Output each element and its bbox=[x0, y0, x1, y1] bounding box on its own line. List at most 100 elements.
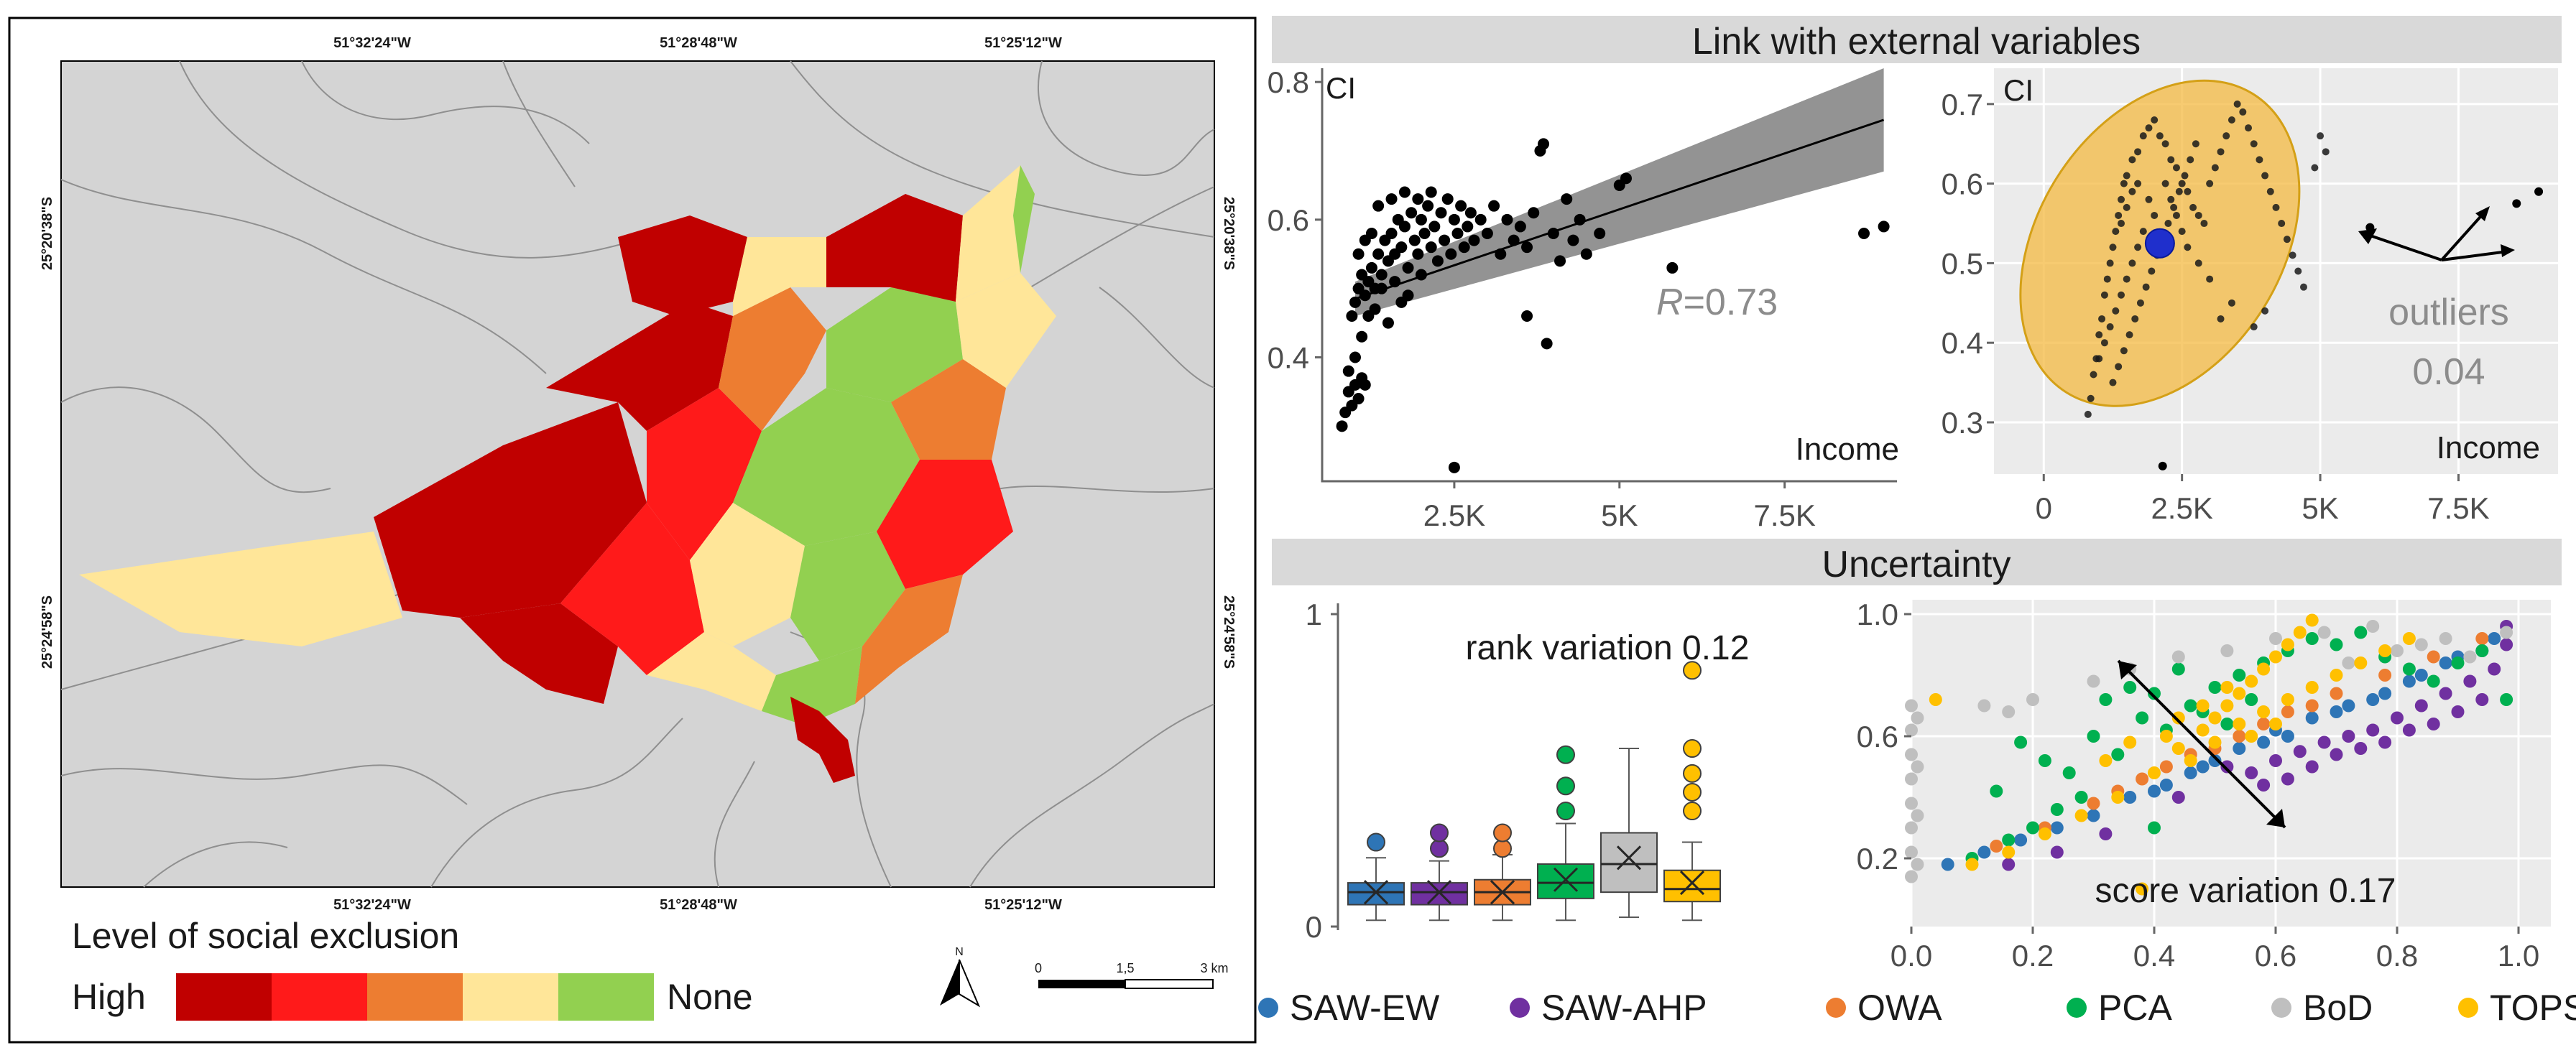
chart2-point bbox=[2145, 195, 2153, 203]
chart4-point-bod bbox=[1911, 858, 1924, 871]
zone-low-southcenter bbox=[690, 503, 805, 646]
chart2-point bbox=[2170, 203, 2178, 211]
chart1-point bbox=[1455, 200, 1467, 212]
chart4-point-bod bbox=[2342, 656, 2355, 669]
chart2-point bbox=[2256, 156, 2263, 164]
chart4-point-owa bbox=[2257, 718, 2271, 730]
chart2-point bbox=[2139, 132, 2147, 140]
chart4-point-topsis bbox=[2402, 632, 2416, 645]
chart4-point-pca bbox=[2038, 754, 2051, 767]
chart2-point bbox=[2294, 267, 2302, 275]
chart2-point bbox=[2090, 371, 2097, 379]
chart4-point-topsis bbox=[2220, 681, 2234, 694]
chart2-point bbox=[2136, 299, 2144, 307]
chart3-outlier bbox=[1493, 839, 1512, 858]
chart4-point-saw-ahp bbox=[2378, 736, 2392, 749]
chart4-point-saw-ahp bbox=[2293, 745, 2307, 758]
chart2-outlier-arrows bbox=[2358, 206, 2515, 261]
chart4-point-pca bbox=[2087, 730, 2100, 743]
chart4-spread-arrow-end-icon bbox=[2266, 809, 2285, 827]
chart2-point bbox=[2120, 180, 2128, 187]
chart1-point bbox=[1352, 393, 1365, 404]
chart4-point-saw-ew bbox=[2257, 736, 2271, 749]
chart2-xtick-label: 0 bbox=[2036, 491, 2052, 525]
chart1-point bbox=[1408, 234, 1421, 246]
north-arrow-right-icon bbox=[959, 959, 981, 1008]
scale-label-1: 1,5 bbox=[1116, 961, 1134, 975]
chart1-ytick-label: 0.4 bbox=[1268, 341, 1309, 375]
chart2-ytick-label: 0.5 bbox=[1942, 246, 1983, 280]
chart4-point-saw-ahp bbox=[2330, 748, 2343, 761]
scale-bar-light bbox=[1125, 979, 1214, 989]
chart2-point bbox=[2206, 275, 2214, 283]
chart4-point-saw-ahp bbox=[2317, 736, 2331, 749]
chart4-point-topsis bbox=[2208, 736, 2222, 749]
chart1-point bbox=[1398, 221, 1411, 233]
chart1-point bbox=[1398, 186, 1411, 198]
chart4-point-saw-ew bbox=[2123, 791, 2137, 804]
scale-label-0: 0 bbox=[1035, 961, 1042, 975]
chart1-point bbox=[1425, 241, 1437, 254]
chart4-point-saw-ew bbox=[2281, 730, 2294, 743]
chart2-point bbox=[2299, 283, 2307, 291]
chart2-point bbox=[2172, 211, 2180, 219]
chart2-point bbox=[2217, 315, 2225, 322]
chart4-point-saw-ew bbox=[2378, 687, 2392, 700]
chart2-point bbox=[2206, 180, 2214, 187]
header-uncertainty-bar bbox=[1272, 539, 2562, 585]
chart4-point-saw-ahp bbox=[2451, 705, 2465, 718]
zone-low-south bbox=[647, 632, 776, 711]
chart1-xtick-label: 2.5K bbox=[1423, 498, 1485, 532]
chart2-point bbox=[2322, 148, 2330, 156]
chart2-point bbox=[2178, 228, 2186, 236]
chart4-point-owa bbox=[2087, 797, 2100, 810]
chart4-point-owa bbox=[2233, 730, 2246, 743]
zone-none-northcenter bbox=[826, 287, 963, 402]
chart2-outlier-point bbox=[2534, 187, 2544, 196]
chart2-point bbox=[2123, 275, 2130, 283]
chart2-point bbox=[2266, 187, 2274, 195]
chart4-point-topsis bbox=[2136, 882, 2149, 896]
chart4-point-topsis bbox=[2099, 754, 2113, 767]
chart4-point-pca bbox=[2050, 803, 2064, 816]
chart4-point-saw-ahp bbox=[2414, 699, 2428, 713]
chart4-xtick-label: 0.0 bbox=[1891, 939, 1932, 973]
chart3-outlier bbox=[1683, 764, 1702, 783]
chart2-point bbox=[2125, 331, 2133, 339]
chart4-point-bod bbox=[1911, 711, 1924, 725]
chart4-point-pca bbox=[2354, 626, 2368, 639]
chart1-r-italic: R bbox=[1656, 282, 1684, 323]
chart4-point-pca bbox=[2123, 681, 2137, 694]
chart4-point-pca bbox=[2402, 662, 2416, 676]
chart1-point bbox=[1349, 351, 1361, 363]
legend-title: Level of social exclusion bbox=[72, 916, 459, 956]
chart4-point-owa bbox=[2305, 699, 2319, 713]
chart4-point-topsis bbox=[1929, 693, 1942, 706]
chart3-box bbox=[1411, 882, 1468, 906]
arrow-outlier-2 bbox=[2440, 210, 2486, 261]
chart4-point-bod bbox=[2414, 638, 2428, 651]
chart2-point bbox=[2283, 236, 2291, 243]
chart1-point bbox=[1451, 228, 1464, 239]
zone-low-far-northeast bbox=[956, 165, 1020, 302]
chart1-r-annotation: R=0.73 bbox=[1656, 282, 1778, 323]
chart2-point bbox=[2112, 228, 2120, 236]
header-link: Link with external variables bbox=[1692, 21, 2141, 62]
chart4-point-topsis bbox=[2354, 656, 2368, 669]
legend-swatch-saw-ew bbox=[1258, 998, 1278, 1018]
chart4-point-saw-ew bbox=[2233, 742, 2246, 755]
chart4-point-saw-ahp bbox=[2488, 662, 2501, 676]
chart4-point-topsis bbox=[2111, 791, 2125, 804]
chart4-point-topsis bbox=[2208, 711, 2222, 725]
chart4-point-saw-ahp bbox=[2002, 858, 2016, 871]
chart2-point bbox=[2164, 220, 2172, 228]
chart1-point bbox=[1346, 310, 1358, 322]
chart4-point-topsis bbox=[2293, 626, 2307, 639]
coord-top-2: 51°28'48"W bbox=[660, 35, 737, 51]
chart3-outlier bbox=[1556, 802, 1575, 821]
chart4-point-bod bbox=[2317, 626, 2331, 639]
legend-high-label: High bbox=[72, 977, 146, 1017]
chart2-point bbox=[2311, 164, 2319, 172]
chart4-point-saw-ahp bbox=[2220, 760, 2234, 774]
